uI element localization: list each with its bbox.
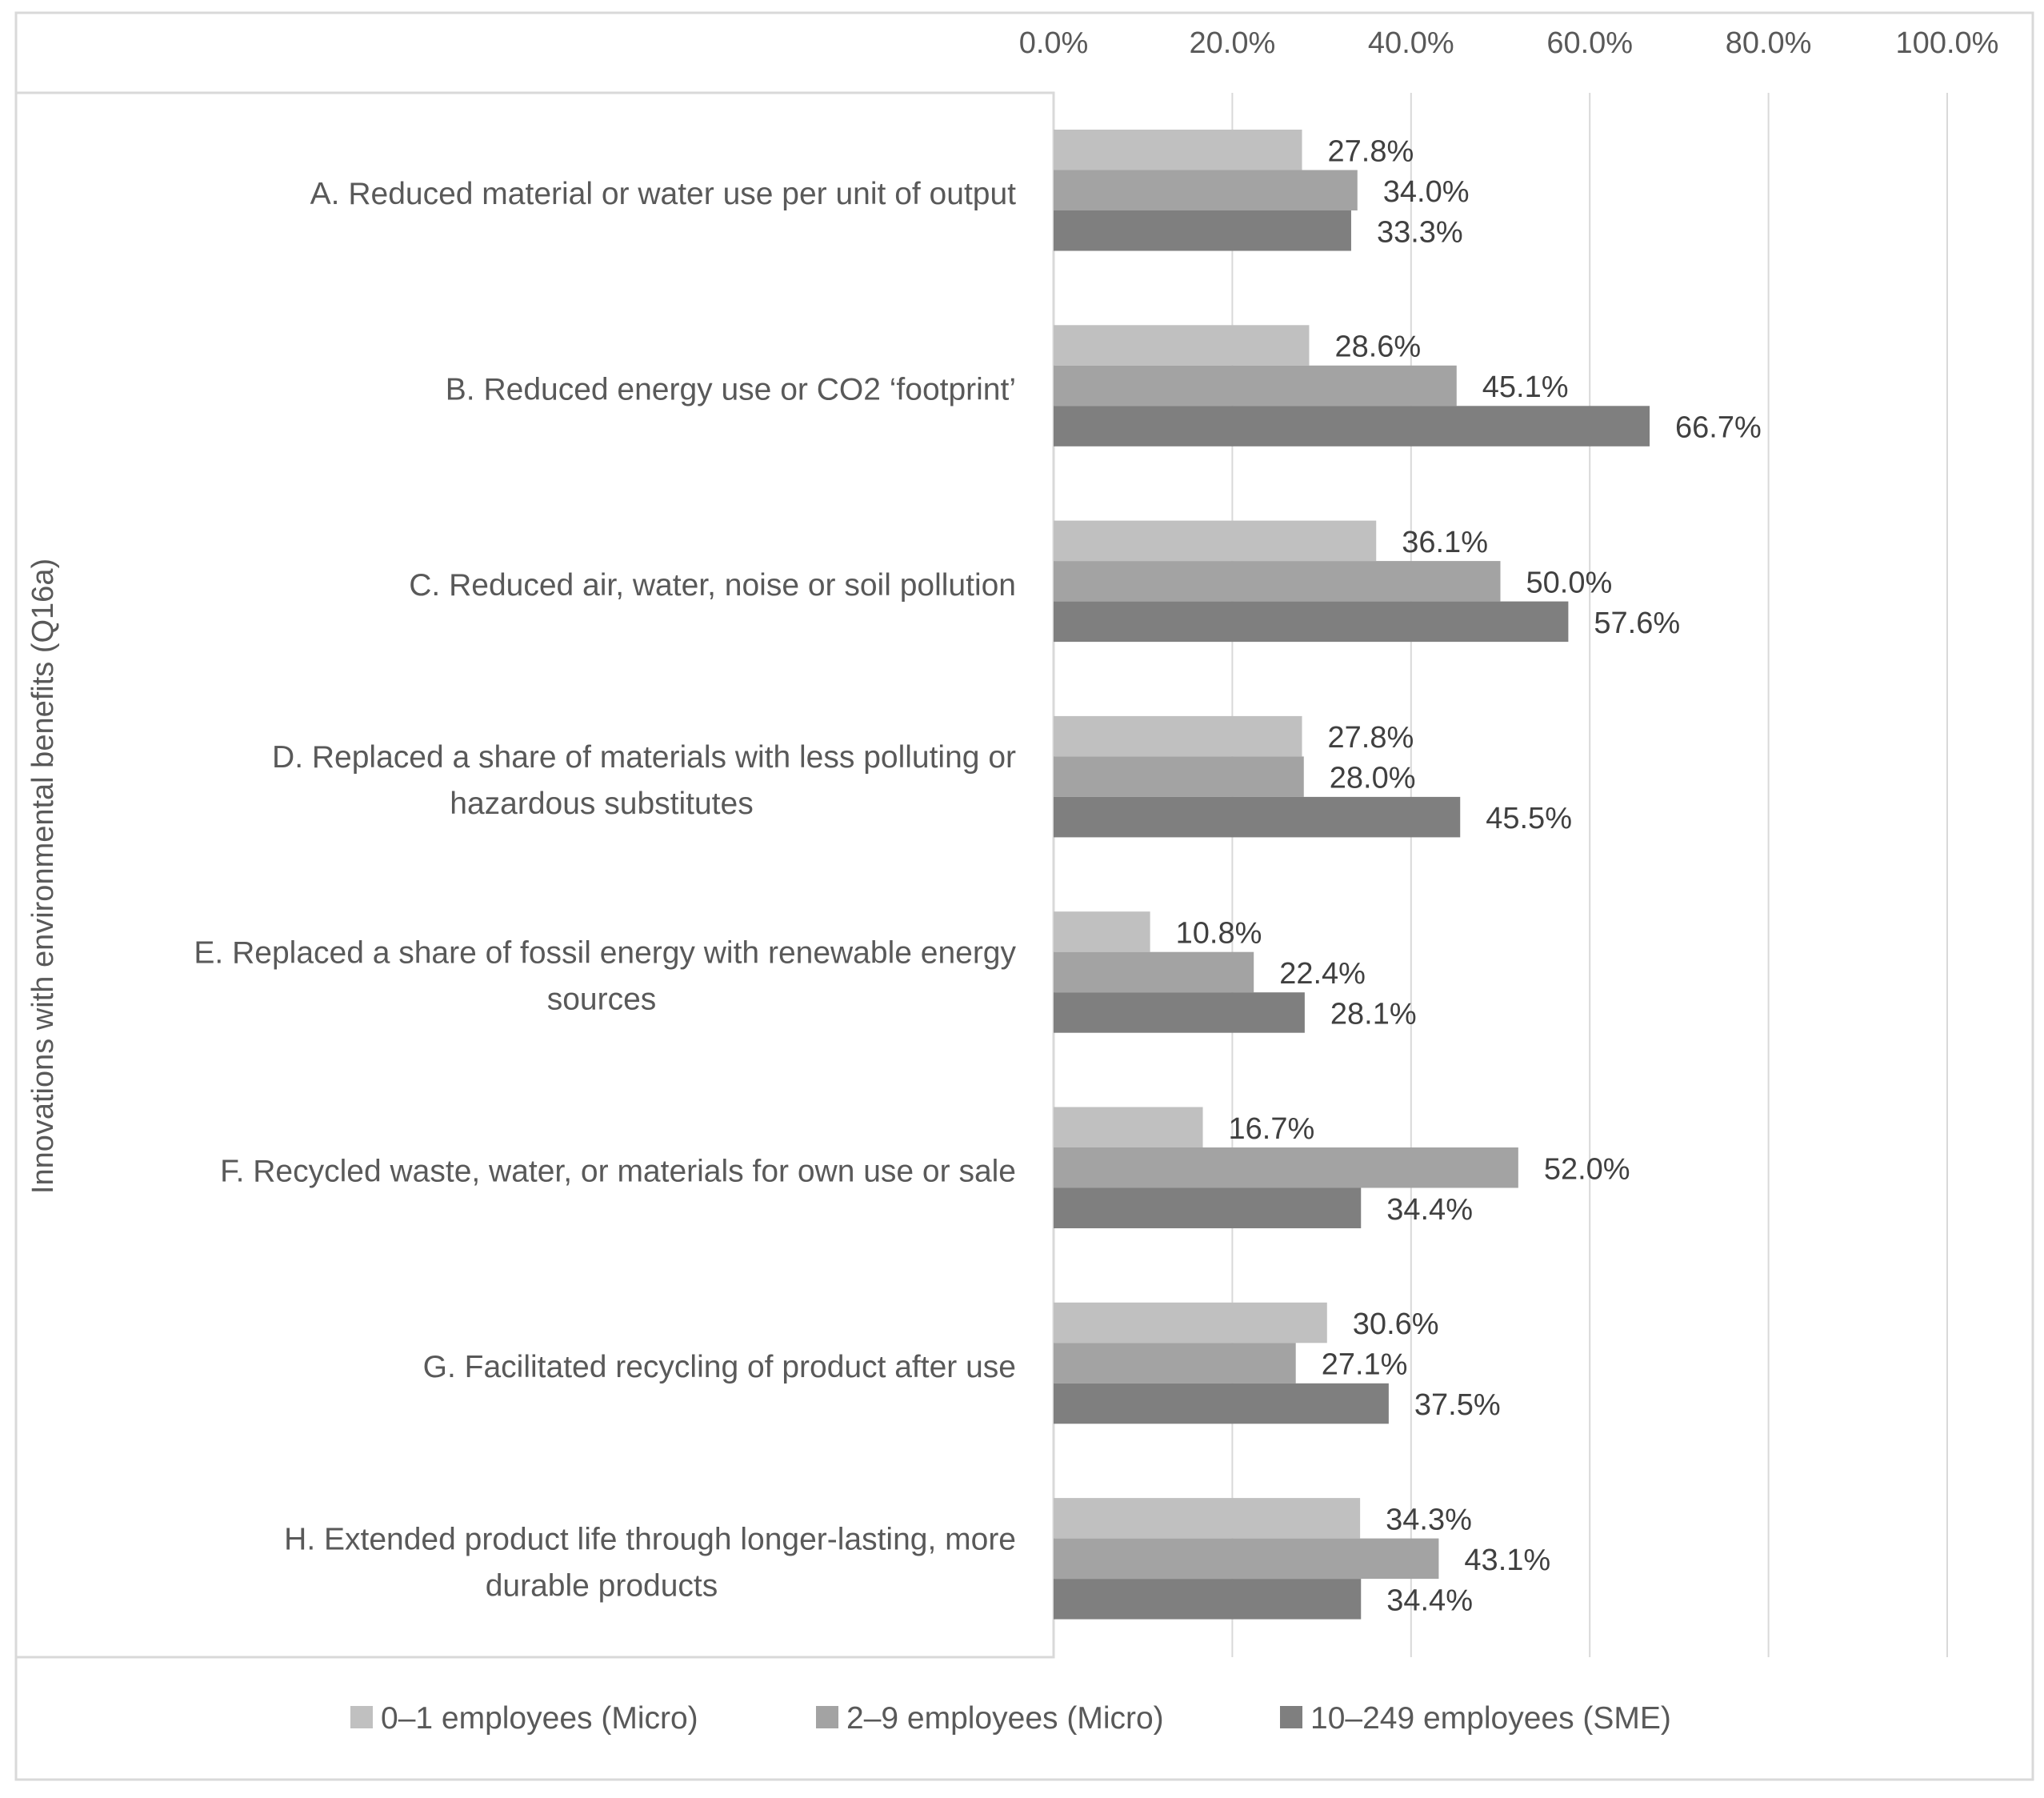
category-label: durable products: [486, 1568, 718, 1603]
data-label: 10.8%: [1176, 916, 1262, 950]
data-label: 66.7%: [1675, 411, 1762, 445]
data-label: 34.4%: [1386, 1193, 1473, 1227]
bar: [1054, 1579, 1362, 1620]
x-tick-label: 100.0%: [1896, 26, 1999, 60]
plot-area-frame: [14, 91, 1055, 1659]
data-label: 28.1%: [1330, 997, 1417, 1031]
data-label: 28.0%: [1330, 762, 1416, 795]
data-label: 36.1%: [1402, 526, 1488, 559]
data-labels: 27.8% 28.6% 36.1% 27.8% 10.8% 16.7% 30.6% 34.3%…: [1176, 134, 1762, 1617]
data-label: 27.8%: [1328, 721, 1414, 755]
bar: [1054, 1538, 1439, 1580]
category-label: D. Replaced a share of materials with le…: [272, 740, 1016, 775]
x-tick-label: 80.0%: [1726, 26, 1812, 60]
bar: [1054, 756, 1304, 797]
legend-label: 10–249 employees (SME): [1310, 1701, 1671, 1736]
data-label: 34.3%: [1386, 1503, 1472, 1536]
legend-swatch: [350, 1706, 373, 1728]
data-label: 57.6%: [1594, 607, 1680, 640]
bar: [1054, 170, 1358, 210]
x-tick-label: 0.0%: [1019, 26, 1089, 60]
chart-outer-border: [14, 11, 2034, 1781]
category-label: E. Replaced a share of fossil energy wit…: [194, 935, 1016, 970]
bar: [1054, 1187, 1362, 1228]
x-axis-ticks: 0.0% 20.0% 40.0% 60.0% 80.0% 100.0%: [1019, 26, 1999, 60]
category-label: C. Reduced air, water, noise or soil pol…: [409, 568, 1016, 603]
legend-label: 0–1 employees (Micro): [381, 1701, 698, 1736]
x-tick-label: 40.0%: [1368, 26, 1454, 60]
bar: [1054, 1147, 1518, 1188]
data-label: 27.1%: [1322, 1348, 1408, 1382]
x-tick-label: 20.0%: [1190, 26, 1276, 60]
category-label: B. Reduced energy use or CO2 ‘footprint’: [446, 372, 1016, 406]
category-labels: A. Reduced material or water use per uni…: [194, 177, 1016, 1603]
legend-swatch: [816, 1706, 838, 1728]
bar: [1054, 1498, 1361, 1539]
y-axis-title: Innovations with environmental benefits …: [26, 559, 60, 1194]
bar: [1054, 210, 1351, 251]
bar: [1054, 520, 1377, 562]
data-label: 34.0%: [1383, 175, 1470, 209]
bar: [1054, 325, 1310, 366]
data-label: 52.0%: [1544, 1152, 1630, 1186]
category-label: sources: [547, 982, 657, 1016]
bar: [1054, 561, 1501, 602]
bar: [1054, 406, 1650, 446]
data-label: 30.6%: [1353, 1307, 1439, 1341]
data-label: 27.8%: [1328, 134, 1414, 168]
bars: [1054, 130, 1650, 1620]
category-label: F. Recycled waste, water, or materials f…: [220, 1155, 1016, 1189]
bar: [1054, 951, 1254, 993]
data-label: 22.4%: [1279, 957, 1366, 991]
data-label: 45.5%: [1486, 802, 1572, 835]
category-label: G. Facilitated recycling of product afte…: [423, 1350, 1016, 1384]
bar: [1054, 365, 1457, 406]
legend: 0–1 employees (Micro) 2–9 employees (Micr…: [350, 1701, 1671, 1736]
bar: [1054, 1343, 1296, 1384]
category-label: H. Extended product life through longer-…: [284, 1522, 1016, 1556]
bar: [1054, 1383, 1389, 1424]
bar: [1054, 130, 1302, 170]
data-label: 50.0%: [1526, 566, 1613, 599]
x-tick-label: 60.0%: [1546, 26, 1633, 60]
bar: [1054, 911, 1150, 952]
bar: [1054, 715, 1302, 757]
bar: [1054, 1302, 1327, 1343]
data-label: 16.7%: [1229, 1112, 1315, 1146]
legend-swatch: [1280, 1706, 1302, 1728]
bar: [1054, 601, 1569, 643]
data-label: 33.3%: [1377, 215, 1463, 249]
data-label: 45.1%: [1482, 370, 1569, 404]
bar: [1054, 796, 1461, 838]
bar: [1054, 992, 1305, 1033]
data-label: 43.1%: [1464, 1544, 1550, 1577]
category-label: hazardous substitutes: [450, 787, 753, 821]
data-label: 34.4%: [1386, 1584, 1473, 1617]
category-label: A. Reduced material or water use per uni…: [310, 177, 1016, 211]
data-label: 37.5%: [1414, 1388, 1501, 1422]
data-label: 28.6%: [1334, 330, 1421, 364]
bar: [1054, 1107, 1203, 1147]
legend-label: 2–9 employees (Micro): [846, 1701, 1164, 1736]
